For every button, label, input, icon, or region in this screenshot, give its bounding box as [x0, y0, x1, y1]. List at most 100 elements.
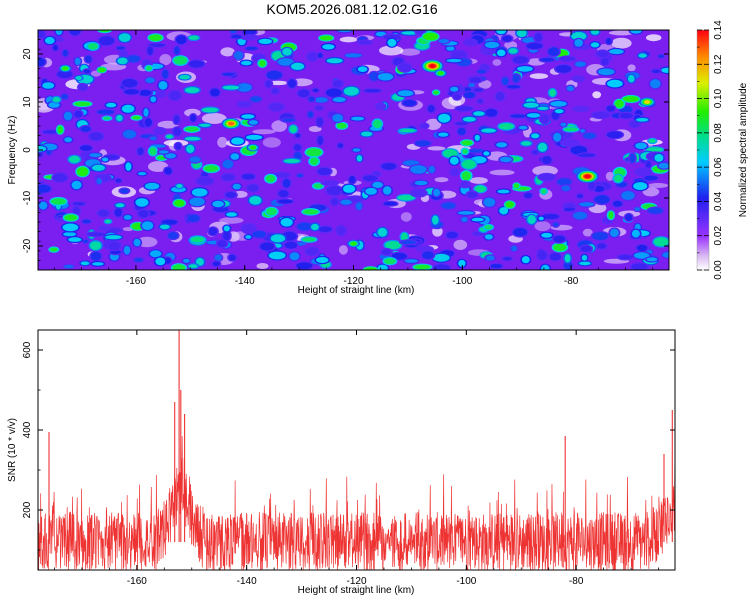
heatmap-cell: [40, 81, 56, 90]
heatmap-cell: [315, 116, 325, 128]
heatmap-hotspot: [421, 59, 444, 73]
heatmap-cell: [559, 121, 568, 128]
heatmap-cell: [147, 146, 159, 157]
heatmap-cell: [633, 141, 649, 151]
heatmap-cell: [257, 58, 268, 68]
heatmap-cell: [456, 209, 476, 216]
colorbar-tick-label: 0.00: [713, 260, 724, 280]
heatmap-cell: [619, 189, 637, 202]
heatmap-cell: [444, 230, 460, 240]
heatmap-cell: [90, 163, 107, 173]
heatmap-cell: [356, 39, 374, 46]
heatmap-cell: [66, 236, 84, 244]
heatmap-cell: [316, 51, 325, 60]
heatmap-cell: [431, 89, 441, 96]
heatmap-cell: [80, 218, 93, 225]
heatmap-cell: [456, 258, 468, 269]
heatmap-cell: [453, 120, 470, 127]
heatmap-cell: [122, 213, 134, 221]
heatmap-cell: [207, 226, 219, 237]
heatmap-cell: [419, 122, 430, 130]
heatmap-cell: [315, 134, 325, 147]
heatmap-low-patch: [492, 59, 502, 66]
heatmap-cell: [431, 252, 452, 263]
heatmap-cell: [341, 183, 357, 195]
heatmap-cell: [448, 85, 460, 93]
heatmap-cell: [314, 255, 331, 265]
heatmap-cell: [83, 54, 94, 64]
snr-y-tick-label: 200: [22, 501, 33, 518]
heatmap-cell: [338, 198, 354, 206]
colorbar-axis: 0.00 0.02 0.04 0.06 0.08 0.10 0.12 0.14: [697, 20, 724, 280]
heatmap-cell: [318, 34, 335, 42]
heatmap-low-patch: [469, 177, 488, 184]
heatmap-cell: [551, 131, 563, 143]
heatmap-cell: [529, 132, 541, 140]
heatmap-cell: [309, 222, 321, 232]
heatmap-cell: [634, 116, 650, 123]
heatmap-cell: [123, 161, 133, 173]
heatmap-cell: [59, 92, 70, 101]
heatmap-cell: [172, 55, 189, 66]
colorbar-tick-label: 0.10: [713, 88, 724, 108]
heatmap-cell: [403, 258, 420, 264]
heatmap-cell: [292, 143, 303, 153]
heatmap-cell: [296, 88, 312, 99]
heatmap-cell: [456, 126, 468, 137]
heatmap-cell: [626, 73, 637, 84]
heatmap-cell: [555, 177, 573, 187]
heatmap-cell: [229, 33, 244, 40]
heatmap-cell: [90, 260, 106, 267]
heatmap-cell: [97, 225, 111, 232]
heatmap-cell: [497, 122, 516, 131]
heatmap-cell: [304, 246, 320, 257]
heatmap-cell: [362, 266, 379, 270]
heatmap-cell: [187, 263, 200, 270]
heatmap-cell: [501, 255, 514, 262]
heatmap-cell: [184, 143, 196, 155]
heatmap-cell: [157, 149, 171, 155]
heatmap-cell: [54, 30, 64, 37]
heatmap-cell: [467, 147, 486, 154]
heatmap-cell: [38, 183, 53, 194]
heatmap-cell: [382, 33, 402, 41]
heatmap-cell: [288, 251, 301, 262]
heatmap-cell: [283, 240, 299, 250]
heatmap-cell: [508, 113, 528, 119]
heatmap-cell: [471, 87, 485, 93]
heatmap-cell: [398, 239, 418, 246]
heatmap-x-tick-label: -140: [235, 276, 255, 287]
heatmap-cell: [288, 124, 299, 134]
heatmap-cell: [316, 166, 333, 177]
heatmap-cell: [89, 250, 103, 262]
heatmap-cell: [375, 102, 387, 111]
heatmap-cell: [426, 103, 437, 114]
colorbar: 0.00 0.02 0.04 0.06 0.08 0.10 0.12 0.14 Normali…: [696, 20, 749, 280]
heatmap-cell: [173, 141, 183, 151]
heatmap-cell: [525, 111, 542, 119]
heatmap-cell: [136, 170, 148, 177]
heatmap-cell: [62, 110, 74, 122]
heatmap-cell: [183, 125, 201, 133]
heatmap-cell: [515, 30, 529, 39]
heatmap-cell: [572, 105, 590, 113]
heatmap-cell: [144, 64, 154, 72]
heatmap-cell: [243, 45, 259, 52]
heatmap-cell: [380, 247, 393, 257]
heatmap-cell: [363, 186, 379, 196]
heatmap-cell: [325, 184, 344, 197]
heatmap-cell: [465, 190, 479, 199]
heatmap-cell: [385, 37, 398, 48]
heatmap-cell: [413, 139, 433, 148]
heatmap-cell: [539, 263, 552, 270]
heatmap-low-patch: [262, 137, 281, 148]
heatmap-cell: [135, 146, 146, 157]
heatmap-cell: [530, 149, 540, 156]
heatmap-cell: [229, 136, 246, 146]
heatmap-cell: [409, 188, 428, 198]
heatmap-cell: [646, 206, 665, 215]
heatmap-cell: [276, 188, 290, 199]
heatmap-cell: [77, 82, 89, 92]
heatmap-low-patch: [646, 34, 662, 42]
heatmap-cell: [190, 187, 210, 198]
